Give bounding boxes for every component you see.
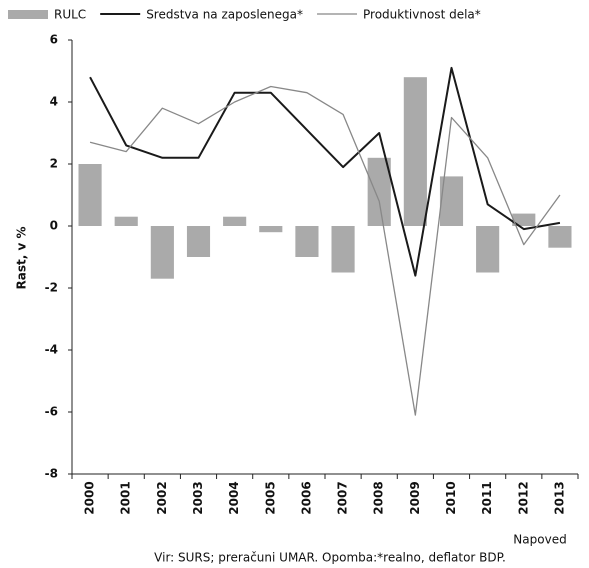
y-axis-label: Rast, v %	[15, 227, 29, 290]
bar	[439, 176, 464, 226]
bar	[331, 226, 355, 273]
y-tick-label: 4	[50, 95, 58, 109]
legend-swatch	[8, 10, 48, 19]
source: Vir: SURS; preračuni UMAR. Opomba:*realn…	[154, 551, 506, 565]
y-tick-label: 2	[50, 157, 58, 171]
y-tick-label: -8	[45, 467, 58, 481]
bar	[223, 216, 247, 226]
y-tick-label: 0	[50, 219, 58, 233]
bar	[548, 226, 572, 248]
legend-label: RULC	[54, 8, 86, 22]
bar	[186, 226, 211, 257]
x-tick-label: 2004	[227, 481, 241, 514]
x-tick-label: 2009	[408, 481, 422, 514]
bar	[114, 216, 138, 226]
x-tick-label: 2012	[516, 481, 530, 514]
bar	[512, 213, 536, 226]
legend-label: Produktivnost dela*	[363, 8, 481, 22]
bar	[150, 226, 174, 279]
y-tick-label: 6	[50, 33, 58, 47]
x-tick-label: 2006	[299, 481, 313, 514]
annotation: Napoved	[513, 533, 566, 547]
x-tick-label: 2005	[263, 481, 277, 514]
x-tick-label: 2001	[119, 481, 133, 514]
x-tick-label: 2013	[552, 481, 566, 514]
x-tick-label: 2002	[155, 481, 169, 514]
line	[89, 85, 561, 416]
x-tick-label: 2008	[372, 481, 386, 514]
y-tick-label: -4	[45, 343, 58, 357]
y-tick-label: -2	[45, 281, 58, 295]
x-tick-label: 2011	[480, 481, 494, 514]
line	[89, 66, 561, 277]
bar	[78, 164, 102, 226]
bar	[476, 226, 500, 273]
bar	[367, 157, 391, 226]
x-tick-label: 2003	[191, 481, 205, 514]
x-tick-label: 2007	[336, 481, 350, 514]
bar	[403, 77, 427, 226]
y-tick-label: -6	[45, 405, 58, 419]
x-tick-label: 2000	[83, 481, 97, 514]
bar	[259, 226, 283, 233]
bar	[295, 226, 319, 257]
legend-label: Sredstva na zaposlenega*	[146, 8, 303, 22]
x-tick-label: 2010	[444, 481, 458, 514]
